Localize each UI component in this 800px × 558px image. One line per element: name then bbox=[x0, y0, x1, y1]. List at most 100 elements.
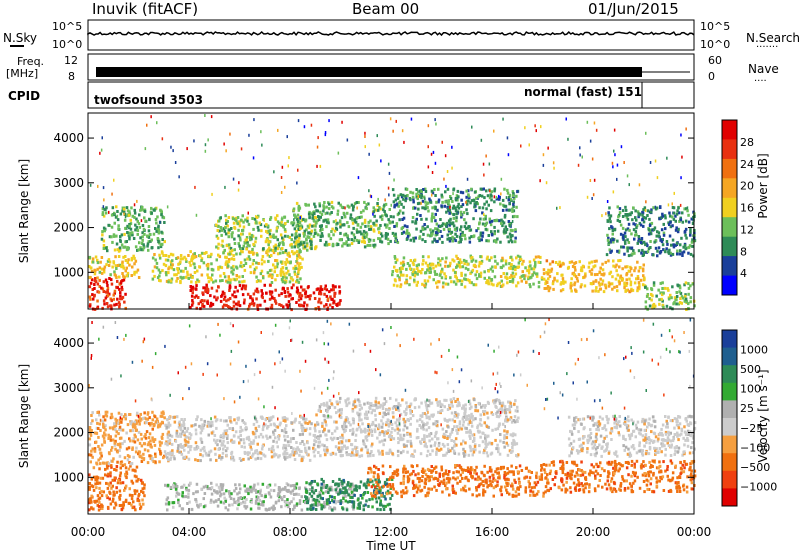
echo-cell bbox=[685, 237, 688, 240]
echo-cell bbox=[346, 508, 349, 511]
echo-cell bbox=[300, 304, 303, 307]
echo-cell bbox=[668, 298, 671, 301]
echo-cell bbox=[292, 284, 295, 287]
echo-cell bbox=[126, 206, 129, 209]
echo-cell bbox=[278, 294, 281, 297]
echo-cell bbox=[623, 161, 625, 164]
echo-cell bbox=[234, 227, 237, 230]
echo-cell bbox=[514, 240, 517, 243]
echo-cell bbox=[299, 249, 302, 252]
echo-cell bbox=[557, 263, 560, 266]
echo-cell bbox=[301, 429, 304, 432]
echo-cell bbox=[600, 283, 603, 286]
echo-cell bbox=[549, 275, 552, 278]
echo-cell bbox=[103, 205, 105, 208]
echo-cell bbox=[517, 281, 520, 284]
colorbar-swatch bbox=[722, 139, 737, 159]
echo-cell bbox=[479, 218, 482, 221]
echo-cell bbox=[278, 499, 281, 502]
echo-cell bbox=[361, 222, 364, 225]
echo-cell bbox=[489, 189, 491, 192]
echo-cell bbox=[679, 249, 682, 252]
echo-cell bbox=[208, 280, 211, 283]
echo-cell bbox=[626, 238, 629, 241]
echo-cell bbox=[366, 233, 369, 236]
echo-cell bbox=[351, 242, 354, 245]
echo-cell bbox=[113, 294, 116, 297]
echo-cell bbox=[102, 425, 105, 428]
echo-cell bbox=[254, 458, 257, 461]
nsearch-tick-top: 10^5 bbox=[700, 20, 730, 33]
echo-cell bbox=[429, 453, 432, 456]
echo-cell bbox=[272, 234, 275, 237]
echo-cell bbox=[650, 299, 653, 302]
echo-cell bbox=[257, 503, 260, 506]
echo-cell bbox=[189, 264, 192, 267]
echo-cell bbox=[296, 240, 299, 243]
echo-cell bbox=[147, 413, 150, 416]
echo-cell bbox=[239, 239, 242, 242]
echo-cell bbox=[360, 494, 363, 497]
echo-cell bbox=[284, 427, 287, 430]
echo-cell bbox=[159, 279, 162, 282]
echo-cell bbox=[253, 271, 256, 274]
echo-cell bbox=[298, 421, 301, 424]
echo-cell bbox=[282, 447, 285, 450]
echo-cell bbox=[348, 225, 351, 228]
echo-cell bbox=[213, 439, 216, 442]
echo-cell bbox=[136, 412, 139, 415]
echo-cell bbox=[102, 420, 105, 423]
echo-cell bbox=[510, 263, 513, 266]
echo-cell bbox=[305, 481, 308, 484]
echo-cell bbox=[365, 207, 368, 210]
echo-cell bbox=[200, 437, 203, 440]
echo-cell bbox=[479, 194, 482, 197]
echo-cell bbox=[428, 124, 430, 127]
echo-cell bbox=[573, 262, 576, 265]
echo-cell bbox=[158, 229, 161, 232]
echo-cell bbox=[201, 299, 204, 302]
echo-cell bbox=[156, 121, 158, 124]
echo-cell bbox=[90, 450, 93, 453]
echo-cell bbox=[287, 235, 290, 238]
echo-cell bbox=[232, 254, 235, 257]
echo-cell bbox=[203, 305, 206, 308]
echo-cell bbox=[204, 420, 207, 423]
echo-cell bbox=[115, 435, 118, 438]
echo-cell bbox=[663, 223, 666, 226]
echo-cell bbox=[676, 213, 679, 216]
echo-cell bbox=[304, 422, 307, 425]
echo-cell bbox=[574, 269, 577, 272]
echo-cell bbox=[180, 445, 183, 448]
echo-cell bbox=[422, 200, 425, 203]
echo-cell bbox=[167, 452, 170, 455]
echo-cell bbox=[195, 490, 198, 493]
echo-cell bbox=[179, 504, 182, 507]
echo-cell bbox=[406, 238, 409, 241]
echo-cell bbox=[500, 192, 502, 195]
echo-cell bbox=[371, 498, 374, 501]
echo-cell bbox=[584, 284, 587, 287]
echo-cell bbox=[215, 427, 218, 430]
echo-cell bbox=[222, 291, 225, 294]
echo-cell bbox=[500, 266, 503, 269]
echo-cell bbox=[118, 250, 121, 253]
echo-cell bbox=[279, 422, 282, 425]
echo-cell bbox=[488, 276, 491, 279]
echo-cell bbox=[603, 272, 606, 275]
echo-cell bbox=[90, 506, 93, 509]
echo-cell bbox=[453, 217, 456, 220]
echo-cell bbox=[116, 280, 119, 283]
echo-cell bbox=[215, 483, 218, 486]
echo-cell bbox=[235, 253, 238, 256]
echo-cell bbox=[94, 478, 97, 481]
echo-cell bbox=[588, 266, 591, 269]
echo-cell bbox=[625, 228, 628, 231]
echo-cell bbox=[460, 274, 463, 277]
echo-cell bbox=[648, 247, 651, 250]
echo-cell bbox=[368, 240, 371, 243]
echo-cell bbox=[260, 130, 262, 133]
echo-cell bbox=[328, 243, 331, 246]
echo-cell bbox=[420, 218, 423, 221]
echo-cell bbox=[273, 423, 276, 426]
